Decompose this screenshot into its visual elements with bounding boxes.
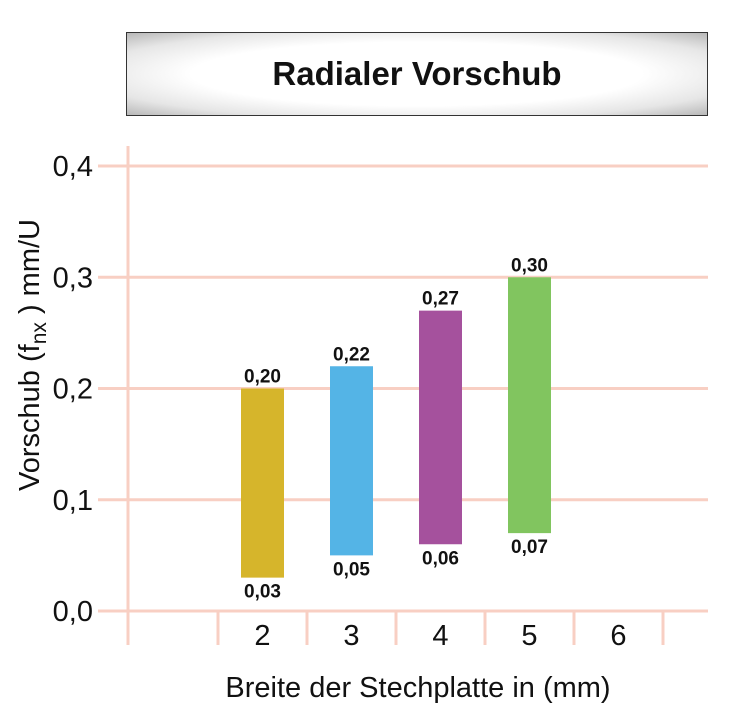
y-axis-label-subscript: nx — [28, 322, 51, 345]
bar-high-label: 0,22 — [333, 344, 370, 365]
x-tick-label: 2 — [254, 620, 270, 652]
bar-low-label: 0,05 — [333, 559, 370, 580]
x-tick-label: 6 — [610, 620, 626, 652]
bar — [330, 366, 373, 556]
chart-title: Radialer Vorschub — [272, 55, 562, 92]
bar-low-label: 0,07 — [511, 537, 548, 558]
bar — [241, 388, 284, 578]
y-tick-label: 0,3 — [53, 262, 93, 294]
bars — [241, 277, 551, 578]
y-axis-label-prefix: Vorschub (f — [14, 343, 46, 491]
x-tick-label: 5 — [521, 620, 537, 652]
bar-low-label: 0,03 — [244, 582, 281, 603]
bar — [508, 277, 551, 534]
y-tick-label: 0,4 — [53, 151, 93, 183]
y-axis-label: Vorschub (fnx ) mm/U — [14, 219, 51, 491]
grid — [98, 146, 708, 645]
chart-title-box: Radialer Vorschub — [126, 32, 708, 116]
y-axis-label-suffix: ) mm/U — [14, 219, 46, 322]
x-tick-label: 4 — [432, 620, 448, 652]
bar-high-label: 0,30 — [511, 255, 548, 276]
bar-high-label: 0,27 — [422, 289, 459, 310]
y-tick-label: 0,1 — [53, 485, 93, 517]
bar — [419, 310, 462, 545]
bar-high-label: 0,20 — [244, 367, 281, 388]
y-tick-label: 0,2 — [53, 374, 93, 406]
x-axis-label: Breite der Stechplatte in (mm) — [225, 672, 610, 704]
x-tick-label: 3 — [343, 620, 359, 652]
labels: 0,0 0,1 0,2 0,3 0,4 2 3 4 5 6 0,20 0,03 0,22 0,05 0,27… — [53, 151, 627, 652]
y-tick-label: 0,0 — [53, 596, 93, 628]
bar-low-label: 0,06 — [422, 548, 459, 569]
